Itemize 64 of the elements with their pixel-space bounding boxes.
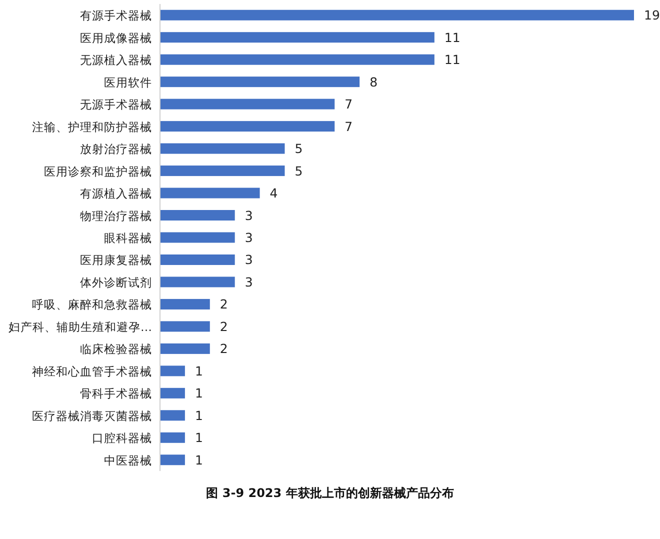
bar <box>160 98 335 110</box>
bar <box>160 276 235 288</box>
bar <box>160 298 210 310</box>
data-label: 1 <box>194 386 203 401</box>
y-tick-label: 医用康复器械 <box>80 253 152 268</box>
data-label: 7 <box>344 96 353 112</box>
y-tick-label: 骨科手术器械 <box>80 386 152 401</box>
bar <box>160 432 185 443</box>
y-tick-label: 有源手术器械 <box>80 8 152 23</box>
data-label: 11 <box>444 30 460 45</box>
data-label: 1 <box>194 452 203 468</box>
bar <box>160 366 185 376</box>
y-tick-label: 医用软件 <box>104 75 152 90</box>
bar <box>160 121 335 132</box>
bar <box>160 254 235 265</box>
bar <box>160 143 285 154</box>
y-tick-label: 无源手术器械 <box>80 98 152 112</box>
y-tick-label: 体外诊断试剂 <box>80 275 152 290</box>
y-tick-label: 妇产科、辅助生殖和避孕… <box>8 320 152 334</box>
y-tick-label: 神经和心血管手术器械 <box>32 364 152 378</box>
bar <box>160 343 210 354</box>
bar <box>160 454 185 466</box>
data-label: 19 <box>644 8 660 23</box>
bar <box>160 76 360 88</box>
y-tick-label: 医用诊察和监护器械 <box>44 164 152 178</box>
data-label: 3 <box>244 252 253 268</box>
y-tick-label: 无源植入器械 <box>80 53 152 68</box>
bar <box>160 410 185 421</box>
y-tick-label: 中医器械 <box>104 453 152 468</box>
bar <box>160 210 235 221</box>
data-label: 8 <box>370 74 378 90</box>
data-label: 7 <box>344 118 353 134</box>
y-tick-label: 放射治疗器械 <box>80 142 152 156</box>
bar <box>160 32 434 43</box>
data-label: 3 <box>244 208 253 223</box>
y-tick-label: 呼吸、麻醉和急救器械 <box>32 298 152 312</box>
y-tick-label: 医疗器械消毒灭菌器械 <box>32 408 152 423</box>
y-tick-label: 口腔科器械 <box>92 431 152 446</box>
bar <box>160 166 285 176</box>
data-label: 3 <box>244 230 253 245</box>
data-label: 1 <box>194 408 203 423</box>
bar <box>160 321 210 332</box>
bar <box>160 54 434 65</box>
bar <box>160 388 185 398</box>
data-label: 5 <box>294 141 303 156</box>
y-tick-label: 眼科器械 <box>104 231 152 245</box>
data-label: 1 <box>194 363 203 378</box>
data-label: 2 <box>220 341 228 356</box>
y-tick-label: 医用成像器械 <box>80 30 152 45</box>
bar <box>160 232 235 243</box>
y-tick-label: 物理治疗器械 <box>80 208 152 223</box>
data-label: 11 <box>444 52 460 68</box>
y-tick-label: 注输、护理和防护器械 <box>32 120 152 134</box>
data-label: 5 <box>294 163 303 178</box>
y-tick-label: 临床检验器械 <box>80 342 152 356</box>
data-label: 1 <box>194 430 203 446</box>
text: 图 3-9 2023 年获批上市的创新器械产品分布 <box>206 486 454 500</box>
bar <box>160 10 634 20</box>
data-label: 2 <box>220 318 228 334</box>
data-label: 2 <box>220 296 228 312</box>
data-label: 3 <box>244 274 253 290</box>
y-tick-label: 有源植入器械 <box>80 186 152 201</box>
bar <box>160 188 260 198</box>
data-label: 4 <box>270 186 278 201</box>
